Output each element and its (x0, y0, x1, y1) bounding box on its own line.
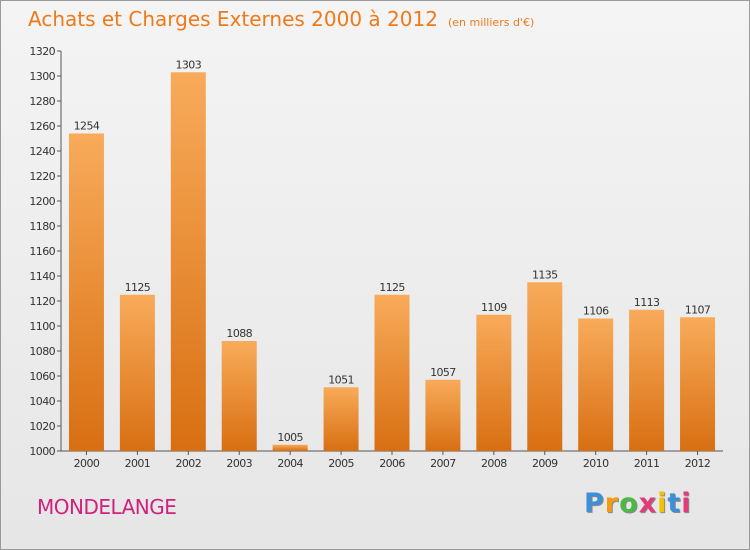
chart-title: Achats et Charges Externes 2000 à 2012 (e… (28, 7, 534, 31)
data-label: 1125 (379, 281, 405, 294)
data-label: 1109 (481, 301, 507, 314)
y-tick-label: 1320 (29, 45, 55, 58)
logo-letter: i (657, 488, 668, 519)
y-tick-label: 1020 (29, 420, 55, 433)
y-tick-label: 1100 (29, 320, 55, 333)
y-tick-label: 1040 (29, 395, 55, 408)
x-tick-label: 2009 (532, 457, 558, 470)
data-label: 1303 (176, 58, 202, 71)
x-tick-label: 2006 (379, 457, 405, 470)
logo-letter: P (584, 488, 605, 519)
x-tick-label: 2004 (277, 457, 303, 470)
x-tick-label: 2001 (125, 457, 151, 470)
chart-title-text: Achats et Charges Externes 2000 à 2012 (28, 7, 438, 31)
y-tick-label: 1220 (29, 170, 55, 183)
y-tick-label: 1120 (29, 295, 55, 308)
bar (272, 444, 308, 451)
bar (527, 282, 563, 451)
x-tick-label: 2005 (328, 457, 354, 470)
x-tick-label: 2002 (176, 457, 202, 470)
x-tick-label: 2011 (634, 457, 660, 470)
data-label: 1254 (74, 120, 100, 133)
data-label: 1106 (583, 305, 609, 318)
chart-subtitle: (en milliers d'€) (447, 16, 535, 29)
y-tick-label: 1080 (29, 345, 55, 358)
x-tick-label: 2008 (481, 457, 507, 470)
logo-letter: x (638, 488, 658, 519)
bar (221, 341, 257, 451)
x-tick-label: 2010 (583, 457, 609, 470)
x-tick-label: 2007 (430, 457, 456, 470)
bar (680, 317, 716, 451)
bar (629, 309, 665, 451)
x-tick-label: 2012 (685, 457, 711, 470)
data-label: 1088 (226, 327, 252, 340)
data-label: 1113 (634, 296, 660, 309)
y-tick-label: 1180 (29, 220, 55, 233)
data-label: 1051 (328, 373, 354, 386)
bar (68, 133, 104, 451)
logo-letter: t (667, 488, 682, 519)
bar (476, 314, 512, 451)
data-label: 1135 (532, 268, 558, 281)
bar (323, 387, 359, 451)
bar (374, 294, 410, 451)
bar (119, 294, 155, 451)
y-tick-label: 1000 (29, 445, 55, 458)
y-tick-label: 1160 (29, 245, 55, 258)
x-tick-label: 2003 (226, 457, 252, 470)
data-label: 1125 (125, 281, 151, 294)
y-tick-label: 1140 (29, 270, 55, 283)
y-tick-label: 1200 (29, 195, 55, 208)
logo-letter: i (681, 488, 692, 519)
place-name: MONDELANGE (37, 495, 177, 519)
y-tick-label: 1060 (29, 370, 55, 383)
y-tick-label: 1240 (29, 145, 55, 158)
proxiti-logo: Proxiti (584, 488, 692, 519)
x-tick-label: 2000 (74, 457, 100, 470)
bar (425, 379, 461, 451)
data-label: 1107 (685, 303, 711, 316)
bar (170, 72, 206, 451)
data-label: 1057 (430, 366, 456, 379)
logo-letter: r (604, 488, 620, 519)
data-label: 1005 (277, 431, 303, 444)
y-tick-label: 1260 (29, 120, 55, 133)
y-tick-label: 1300 (29, 70, 55, 83)
bar (578, 318, 614, 451)
y-tick-label: 1280 (29, 95, 55, 108)
logo-letter: o (619, 488, 639, 519)
